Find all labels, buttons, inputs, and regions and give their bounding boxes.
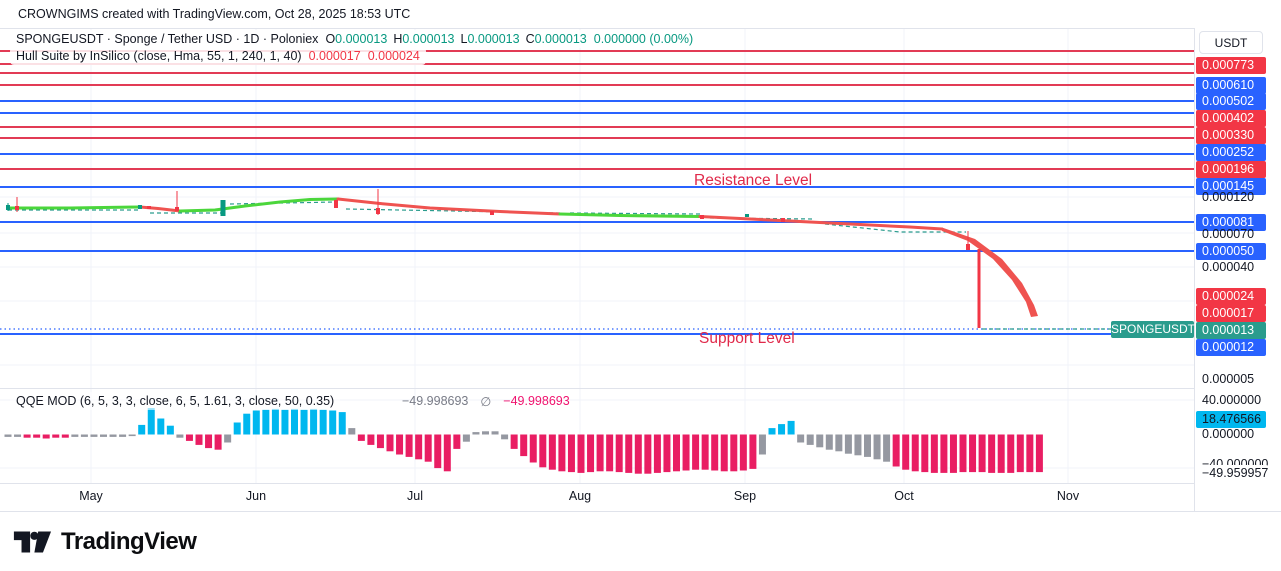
ohlc-item: L0.000013 xyxy=(460,32,520,46)
price-scale-label: 0.000005 xyxy=(1202,371,1255,386)
price-scale-label: 0.000145 xyxy=(1196,177,1266,195)
ohlc-item: H0.000013 xyxy=(393,32,455,46)
tradingview-logo xyxy=(13,531,52,552)
brand-name: TradingView xyxy=(61,527,197,555)
price-scale-label: 0.000773 xyxy=(1196,56,1266,74)
price-scale-label: 0.000252 xyxy=(1196,143,1266,161)
symbol-title[interactable]: SPONGEUSDT · Sponge / Tether USD · 1D · … xyxy=(16,32,319,46)
price-scale-label: 0.000070 xyxy=(1202,226,1255,241)
price-scale-label: 0.000017 xyxy=(1196,304,1266,322)
price-scale-label: 0.000610 xyxy=(1196,76,1266,94)
price-scale-label: 0.000013 xyxy=(1196,321,1266,339)
qqe-mod-values: −49.998693 ∅ −49.998693 xyxy=(402,394,570,409)
price-scale-label: 18.476566 xyxy=(1196,410,1266,428)
ohlc-item: O0.000013 xyxy=(325,32,388,46)
time-axis-label: Oct xyxy=(894,489,914,503)
price-scale-label: −49.959957 xyxy=(1198,464,1268,482)
currency-toggle-button[interactable]: USDT xyxy=(1199,31,1263,54)
time-axis-label: Nov xyxy=(1056,489,1080,503)
time-axis-label: Aug xyxy=(568,489,592,503)
price-scale-label: 0.000330 xyxy=(1196,126,1266,144)
price-scale-label: 40.000000 xyxy=(1202,392,1262,407)
ohlc-values: O0.000013 H0.000013 L0.000013 C0.000013 xyxy=(325,32,586,46)
resistance-level-label: Resistance Level xyxy=(694,172,813,189)
hull-value-2: 0.000024 xyxy=(367,49,420,63)
price-scale-label: 0.000196 xyxy=(1196,160,1266,178)
qqe-mod-legend[interactable]: QQE MOD (6, 5, 3, 3, close, 6, 5, 1.61, … xyxy=(10,392,341,410)
time-axis-label: Sep xyxy=(733,489,757,503)
price-scale-label: 0.000000 xyxy=(1202,426,1255,441)
attribution-note: CROWNGIMS created with TradingView.com, … xyxy=(18,7,411,21)
price-scale-label: 0.000040 xyxy=(1202,259,1255,274)
ohlc-item: C0.000013 xyxy=(525,32,587,46)
qqe-value-gray: −49.998693 xyxy=(402,394,469,408)
time-axis-label: Jul xyxy=(407,489,423,503)
price-scale-label: 0.000120 xyxy=(1202,189,1255,204)
price-scale-label: 0.000024 xyxy=(1196,287,1266,305)
hull-suite-title[interactable]: Hull Suite by InSilico (close, Hma, 55, … xyxy=(16,49,302,63)
qqe-value-pink: −49.998693 xyxy=(503,394,570,408)
change-value: 0.000000 (0.00%) xyxy=(593,32,694,46)
qqe-zero-symbol: ∅ xyxy=(480,395,492,409)
time-axis-label: Jun xyxy=(245,489,267,503)
footer: TradingView xyxy=(0,512,1281,571)
price-scale-label: 0.000502 xyxy=(1196,92,1266,110)
symbol-legend[interactable]: SPONGEUSDT · Sponge / Tether USD · 1D · … xyxy=(10,30,700,48)
support-level-label: Support Level xyxy=(699,330,795,347)
hull-value-1: 0.000017 xyxy=(308,49,361,63)
price-scale-label: 0.000012 xyxy=(1196,338,1266,356)
price-scale-label: 0.000081 xyxy=(1196,213,1266,231)
price-scale-label: 0.000050 xyxy=(1196,242,1266,260)
time-axis-label: May xyxy=(79,489,103,503)
price-scale-label: 0.000402 xyxy=(1196,109,1266,127)
qqe-mod-title[interactable]: QQE MOD (6, 5, 3, 3, close, 6, 5, 1.61, … xyxy=(16,394,335,408)
hull-suite-legend[interactable]: Hull Suite by InSilico (close, Hma, 55, … xyxy=(10,47,426,65)
time-axis[interactable]: May Jun Jul Aug Sep Oct Nov xyxy=(0,484,1194,511)
current-price-symbol-tag: SPONGEUSDT xyxy=(1111,321,1196,338)
